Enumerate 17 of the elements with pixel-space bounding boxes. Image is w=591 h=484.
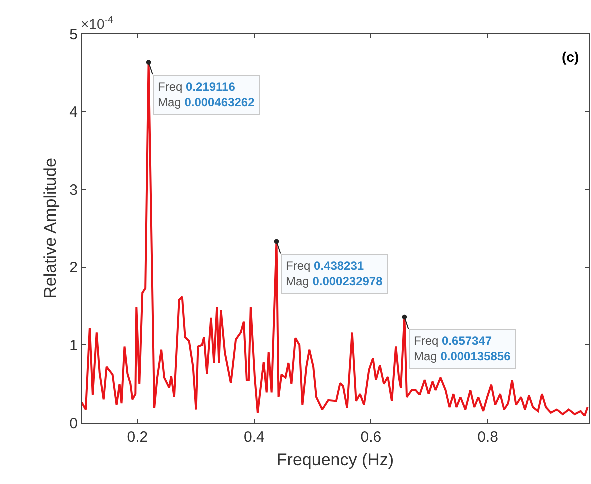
y-tick-label: 4 (70, 104, 78, 122)
annotation: Freq 0.438231 Mag 0.000232978 (286, 259, 384, 289)
x-tick-label: 0.4 (244, 429, 265, 446)
x-tick-label: 0.6 (360, 429, 382, 446)
annotation: (c) (562, 49, 580, 65)
annotation: Freq 0.657347 Mag 0.000135856 (414, 334, 512, 364)
y-tick-label: 2 (70, 260, 78, 277)
x-axis-title: Frequency (Hz) (276, 450, 394, 470)
x-tick-label: 0.8 (478, 429, 498, 446)
y-tick-label: 1 (70, 337, 78, 354)
y-tick-label: 3 (70, 182, 78, 199)
y-tick-label: 5 (70, 26, 78, 44)
text: ×10$^{-4}$ (81, 15, 114, 32)
y-tick-label: 0 (70, 415, 78, 432)
x-tick-label: 0.2 (127, 429, 148, 446)
y-axis-title: Relative Amplitude (41, 158, 60, 299)
annotation: Freq 0.219116 Mag 0.000463262 (158, 80, 256, 110)
